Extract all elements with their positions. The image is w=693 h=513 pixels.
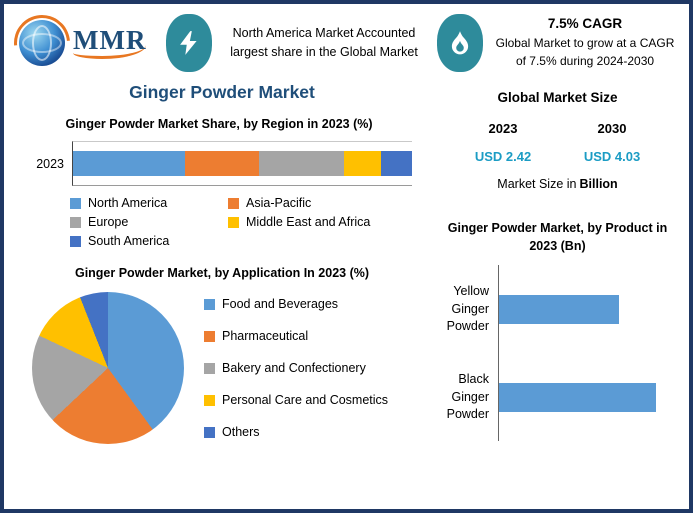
legend-item: Middle East and Africa	[228, 215, 412, 229]
legend-swatch-south-america	[70, 235, 81, 247]
legend-swatch-north-america	[70, 197, 81, 209]
region-bar-segment-0	[73, 151, 185, 177]
application-legend: Food and Beverages Pharmaceutical Bakery…	[204, 297, 388, 439]
header-callout-cagr: 7.5% CAGR Global Market to grow at a CAG…	[493, 16, 677, 70]
lightning-icon	[166, 14, 212, 72]
legend-label: Personal Care and Cosmetics	[222, 393, 389, 408]
region-stacked-bar	[73, 151, 412, 177]
product-axis-labels: Yellow Ginger Powder Black Ginger Powder	[434, 265, 498, 441]
header-callout-north-america: North America Market Accounted largest s…	[230, 26, 418, 59]
product-bar-black	[499, 382, 656, 412]
application-pie	[32, 292, 184, 445]
legend-swatch-bakery	[204, 362, 215, 374]
legend-label: Middle East and Africa	[246, 215, 371, 230]
left-column: Ginger Powder Market Ginger Powder Marke…	[14, 74, 430, 501]
legend-label: South America	[88, 234, 170, 249]
product-chart-title: Ginger Powder Market, by Product in 2023…	[447, 221, 668, 254]
legend-swatch-food	[204, 298, 215, 310]
market-size-panel: Global Market Size 2023 2030 USD 2.42 US…	[434, 90, 681, 191]
legend-item: Bakery and Confectionery	[204, 361, 388, 375]
legend-item: Food and Beverages	[204, 297, 388, 311]
legend-item: Others	[204, 425, 388, 439]
legend-swatch-europe	[70, 216, 81, 228]
region-axis-label: 2023	[36, 156, 64, 171]
product-label-yellow: Yellow Ginger Powder	[446, 284, 489, 333]
region-chart-section: Ginger Powder Market Share, by Region in…	[14, 115, 430, 248]
product-label-black: Black Ginger Powder	[446, 372, 489, 421]
application-chart-section: Ginger Powder Market, by Application In …	[14, 264, 430, 445]
region-legend: North America Asia-Pacific Europe Middle…	[70, 196, 412, 248]
product-chart-plot: Yellow Ginger Powder Black Ginger Powder	[434, 265, 681, 442]
legend-label: Others	[222, 425, 260, 440]
legend-swatch-asia-pacific	[228, 197, 239, 209]
legend-item: Europe	[70, 215, 222, 229]
market-size-title: Global Market Size	[497, 90, 618, 105]
page-title: Ginger Powder Market	[129, 82, 315, 102]
region-bar-segment-2	[259, 151, 345, 177]
legend-item: South America	[70, 234, 222, 248]
year-2030: 2030	[597, 121, 627, 136]
globe-icon	[4, 4, 82, 83]
value-2030: USD 4.03	[583, 149, 641, 164]
logo-swoosh	[4, 4, 82, 83]
logo-text: MMR	[73, 27, 147, 59]
application-chart-plot: Food and Beverages Pharmaceutical Bakery…	[18, 292, 426, 445]
header: MMR North America Market Accounted large…	[4, 4, 689, 83]
legend-item: North America	[70, 196, 222, 210]
market-size-values: USD 2.42 USD 4.03	[434, 149, 681, 164]
region-bar-segment-1	[184, 151, 260, 177]
legend-label: Bakery and Confectionery	[222, 361, 366, 376]
region-chart-plot: 2023	[26, 141, 412, 187]
market-size-unit: Billion	[579, 177, 618, 191]
legend-label: North America	[88, 196, 168, 211]
mmr-logo: MMR	[4, 4, 158, 83]
legend-swatch-others	[204, 426, 215, 438]
legend-swatch-mea	[228, 216, 239, 228]
region-bar-segment-4	[381, 151, 412, 177]
legend-label: Pharmaceutical	[222, 329, 309, 344]
cagr-text: Global Market to grow at a CAGR of 7.5% …	[495, 36, 675, 68]
legend-item: Asia-Pacific	[228, 196, 412, 210]
region-chart-title: Ginger Powder Market Share, by Region in…	[65, 117, 373, 131]
body: Ginger Powder Market Ginger Powder Marke…	[4, 74, 689, 509]
right-column: Global Market Size 2023 2030 USD 2.42 US…	[434, 74, 681, 501]
legend-item: Pharmaceutical	[204, 329, 388, 343]
region-plot-area	[72, 141, 412, 187]
product-bar-yellow	[499, 294, 620, 324]
product-chart-section: Ginger Powder Market, by Product in 2023…	[434, 219, 681, 442]
legend-swatch-personal-care	[204, 394, 215, 406]
legend-label: Food and Beverages	[222, 297, 339, 312]
market-size-years: 2023 2030	[434, 121, 681, 136]
market-size-note: Market Size in Billion	[497, 177, 618, 191]
year-2023: 2023	[488, 121, 518, 136]
legend-label: Europe	[88, 215, 129, 230]
flame-icon	[437, 14, 483, 72]
legend-swatch-pharma	[204, 330, 215, 342]
legend-label: Asia-Pacific	[246, 196, 312, 211]
product-bars-area	[498, 265, 667, 442]
application-chart-title: Ginger Powder Market, by Application In …	[74, 266, 370, 281]
value-2023: USD 2.42	[474, 149, 532, 164]
legend-item: Personal Care and Cosmetics	[204, 393, 388, 407]
region-bar-segment-3	[344, 151, 382, 177]
cagr-title: 7.5% CAGR	[547, 16, 623, 32]
